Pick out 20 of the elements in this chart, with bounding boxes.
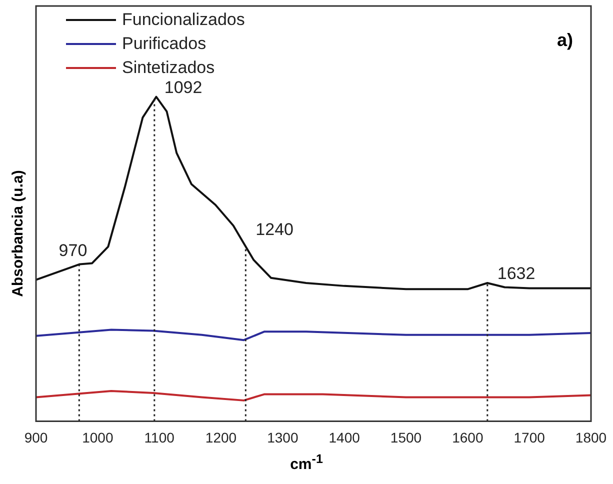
x-tick-label: 1100 bbox=[144, 429, 175, 446]
legend-label: Purificados bbox=[122, 34, 206, 54]
x-tick-label: 1800 bbox=[575, 429, 607, 446]
x-axis-title: cm$^{-1}$ bbox=[289, 452, 324, 473]
annotation: 970 bbox=[58, 241, 88, 260]
x-tick-label: 1600 bbox=[452, 429, 484, 446]
x-tick-label: 1500 bbox=[390, 429, 422, 446]
legend-label: Funcionalizados bbox=[122, 10, 245, 30]
y-axis-title: Absorbancia (u.a) bbox=[10, 169, 26, 299]
x-tick-label: 1200 bbox=[205, 429, 237, 446]
annotation: 1240 bbox=[256, 220, 294, 240]
x-tick-label: 1300 bbox=[267, 429, 298, 446]
x-tick-label: 1400 bbox=[328, 429, 360, 446]
annotation: 1092 bbox=[164, 78, 202, 97]
text: a) bbox=[556, 30, 573, 51]
legend-label: Sintetizados bbox=[122, 58, 215, 78]
annotation: 1632 bbox=[497, 264, 536, 284]
x-tick-label: 1700 bbox=[514, 429, 546, 446]
x-tick-label: 1000 bbox=[82, 429, 114, 446]
x-tick-label: 900 bbox=[24, 429, 48, 446]
